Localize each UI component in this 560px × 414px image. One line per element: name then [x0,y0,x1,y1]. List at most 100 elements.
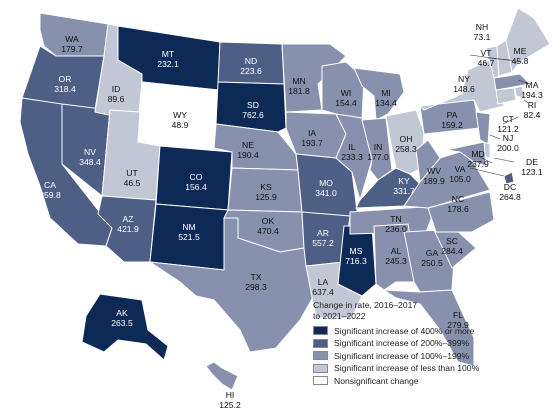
state-abbr: GA [426,248,439,258]
state-abbr: CT [502,114,514,124]
state-abbr: MO [319,178,333,188]
state-abbr: DC [504,182,516,192]
state-abbr: PA [447,110,458,120]
state-value: 223.6 [240,66,262,76]
legend-title-line1: Change in rate, 2016–2017 [313,300,418,310]
legend-title: Change in rate, 2016–2017 to 2021–2022 [313,300,553,321]
legend-swatch [313,326,328,335]
state-value: 194.3 [521,90,543,100]
state-label-co: CO 156.4 [185,172,207,192]
state-value: 125.2 [219,400,241,410]
state-label-in: IN 177.0 [367,142,389,162]
state-hi [205,361,239,391]
state-label-fl: FL 279.9 [447,310,469,330]
state-value: 421.9 [117,224,139,234]
state-abbr: AK [116,308,128,318]
state-abbr: MA [526,80,539,90]
state-abbr: TN [390,214,401,224]
state-me [505,7,551,74]
state-label-la: LA 637.4 [312,277,334,297]
state-value: 762.6 [242,110,264,120]
state-label-ma: MA 194.3 [521,80,543,100]
state-abbr: NJ [503,133,514,143]
state-ct [495,87,517,105]
state-abbr: VT [481,48,493,58]
state-abbr: AR [317,228,329,238]
state-oh [385,109,425,175]
state-dc [503,171,515,185]
state-abbr: NV [84,147,96,157]
state-value: 637.4 [312,287,334,297]
state-abbr: HI [226,390,235,400]
state-abbr: CA [44,180,56,190]
state-label-pa: PA 159.2 [441,110,463,130]
state-value: 89.6 [108,94,125,104]
state-label-wi: WI 154.4 [335,88,357,108]
state-ny [418,57,505,113]
state-value: 159.2 [441,120,463,130]
state-label-nd: ND 223.6 [240,56,262,76]
state-value: 232.1 [157,59,179,69]
state-value: 348.4 [79,157,101,167]
state-value: 190.4 [237,150,259,160]
state-label-mt: MT 232.1 [157,49,179,69]
state-value: 105.0 [449,174,471,184]
leader-line-md [479,156,493,164]
state-label-de: DE 123.1 [521,157,543,177]
state-abbr: ND [245,56,257,66]
state-value: 156.4 [185,182,207,192]
state-value: 178.6 [447,204,469,214]
state-value: 318.4 [54,84,76,94]
state-label-nj: NJ 200.0 [497,133,519,153]
state-abbr: MT [162,49,175,59]
state-label-nc: NC 178.6 [447,194,469,214]
leader-line-ct [502,116,519,125]
state-value: 45.8 [512,56,529,66]
state-abbr: WI [341,88,352,98]
state-abbr: OH [400,134,413,144]
state-label-ky: KY 331.7 [393,176,415,196]
leader-line-ri [523,99,529,104]
state-value: 121.2 [497,124,519,134]
state-value: 233.3 [341,152,363,162]
state-abbr: DE [526,157,538,167]
state-label-mo: MO 341.0 [315,178,337,198]
state-abbr: CO [190,172,203,182]
state-value: 177.0 [367,152,389,162]
state-abbr: LA [318,277,329,287]
state-abbr: KY [398,176,410,186]
state-abbr: IA [308,128,316,138]
state-label-tx: TX 298.3 [245,272,267,292]
legend-swatch [313,338,328,348]
state-label-az: AZ 421.9 [117,214,139,234]
state-abbr: KS [260,182,272,192]
state-ri [514,85,525,99]
state-value: 258.3 [395,144,417,154]
state-value: 181.8 [288,86,310,96]
state-value: 341.0 [315,188,337,198]
state-abbr: NC [452,194,464,204]
state-value: 82.4 [524,110,541,120]
map-legend: Change in rate, 2016–2017 to 2021–2022 S… [313,300,553,388]
state-abbr: ID [112,84,121,94]
state-abbr: AZ [123,214,134,224]
state-value: 236.0 [385,224,407,234]
state-value: 557.2 [312,238,334,248]
state-ky [355,167,425,209]
state-label-sd: SD 762.6 [242,100,264,120]
state-labels: WA 179.7 OR 318.4 CA 259.8 NV 348.4 ID 89.6 MT 232.… [39,22,543,410]
state-value: 125.9 [255,192,277,202]
state-label-nv: NV 348.4 [79,147,101,167]
state-mi [353,67,405,121]
state-value: 470.4 [257,226,279,236]
state-md [445,141,487,167]
legend-item-nonsignificant: Nonsignificant change [313,375,553,386]
state-label-dc: DC 264.8 [499,182,521,202]
state-abbr: SD [247,100,259,110]
state-label-ga: GA 250.5 [421,248,443,268]
legend-label: Significant increase of 100%–199% [334,350,470,361]
state-label-me: ME 45.8 [512,46,529,66]
state-label-ms: MS 716.3 [345,246,367,266]
state-label-ks: KS 125.9 [255,182,277,202]
